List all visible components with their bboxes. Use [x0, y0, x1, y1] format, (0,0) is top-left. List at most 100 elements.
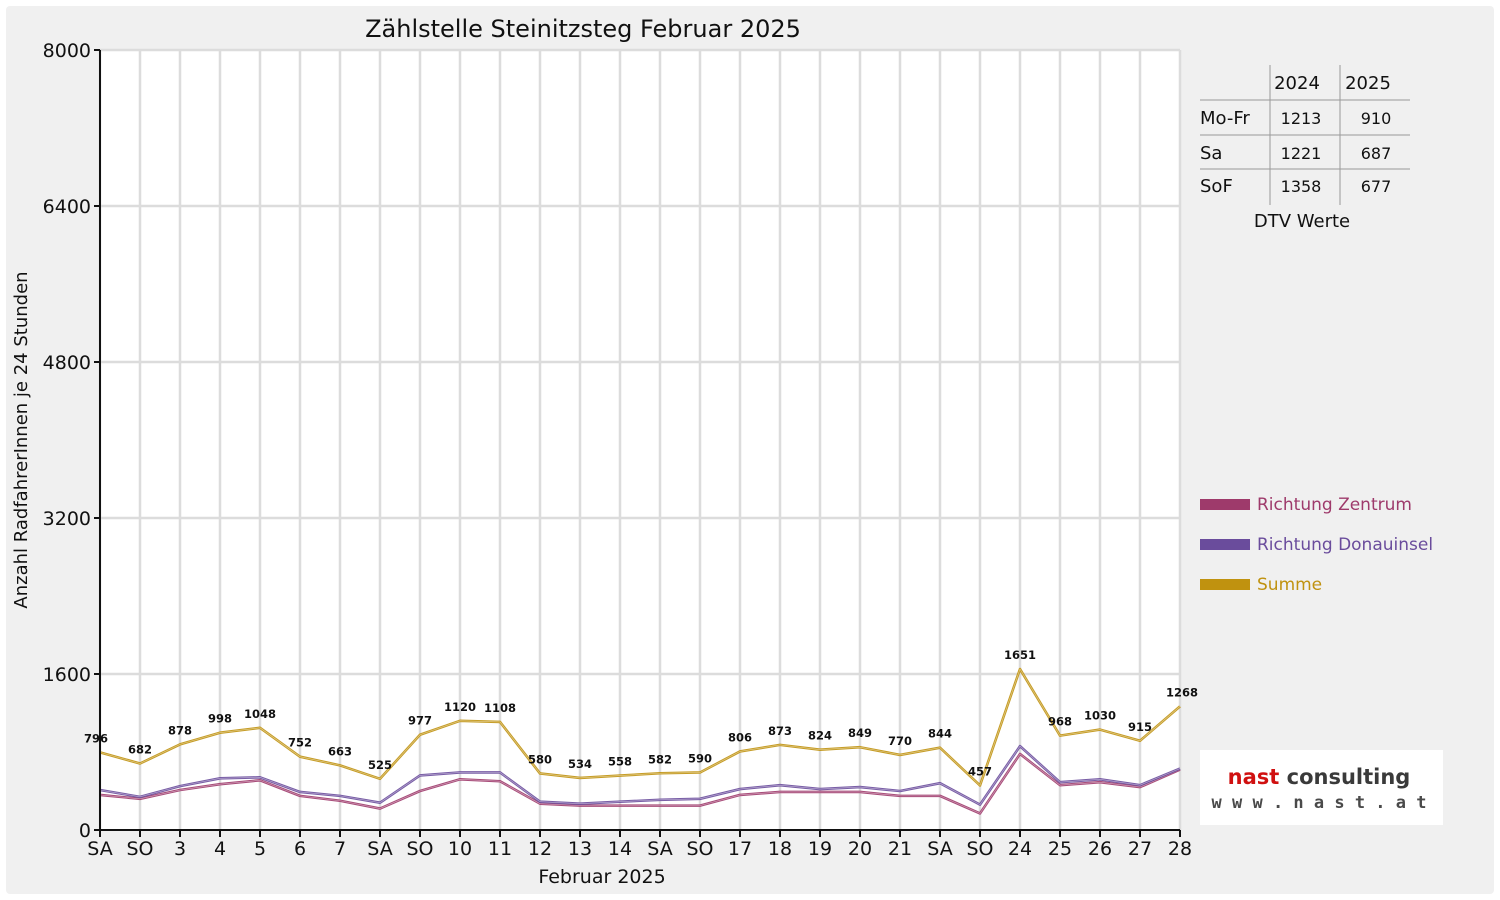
x-tick-label: SO [406, 838, 433, 860]
x-tick-label: 13 [568, 838, 592, 860]
data-label: 824 [808, 729, 832, 743]
data-label: 558 [608, 755, 632, 769]
data-label: 590 [688, 751, 712, 765]
series-highlight-1 [99, 753, 1181, 814]
dtv-cell: 1213 [1281, 109, 1322, 128]
x-tick-label: 25 [1048, 838, 1072, 860]
data-label: 1030 [1084, 709, 1116, 723]
x-tick-label: SO [966, 838, 993, 860]
logo-text-rest: consulting [1279, 765, 1410, 789]
x-tick-label: 20 [848, 838, 872, 860]
legend-label-summe: Summe [1257, 575, 1322, 595]
data-label: 806 [728, 730, 752, 744]
x-tick-label: SA [87, 838, 112, 860]
data-label: 977 [408, 714, 432, 728]
data-label: 1048 [244, 707, 276, 721]
data-label: 1651 [1004, 648, 1036, 662]
x-tick-label: 12 [528, 838, 552, 860]
data-label: 998 [208, 712, 232, 726]
x-tick-label: 5 [254, 838, 266, 860]
legend-swatch-summe [1200, 579, 1250, 590]
y-tick-label: 6400 [43, 196, 91, 218]
logo-background [1200, 750, 1443, 825]
dtv-col-header: 2024 [1274, 73, 1320, 94]
x-tick-label: 11 [488, 838, 512, 860]
dtv-row-label: Sa [1200, 143, 1222, 164]
legend-label-donauinsel: Richtung Donauinsel [1257, 535, 1433, 555]
x-tick-label: 6 [294, 838, 306, 860]
series-layer [99, 667, 1181, 815]
x-tick-label: 28 [1168, 838, 1192, 860]
x-tick-label: 24 [1008, 838, 1032, 860]
dtv-cell: 677 [1361, 177, 1392, 196]
logo-text-accent: nast [1228, 765, 1280, 789]
data-label: 752 [288, 736, 312, 750]
legend-swatch-zentrum [1200, 499, 1250, 510]
data-label: 915 [1128, 720, 1152, 734]
x-tick-label: 27 [1128, 838, 1152, 860]
data-label: 873 [768, 724, 792, 738]
data-label: 1120 [444, 700, 476, 714]
logo-url: w w w . n a s t . a t [1212, 793, 1427, 813]
data-label: 457 [968, 764, 992, 778]
x-tick-label: 4 [214, 838, 226, 860]
x-tick-label: SA [647, 838, 672, 860]
x-tick-label: 18 [768, 838, 792, 860]
x-tick-label: SA [927, 838, 952, 860]
dtv-cell: 687 [1361, 144, 1392, 163]
dtv-row-label: Mo-Fr [1200, 108, 1250, 129]
y-tick-label: 3200 [43, 508, 91, 530]
x-axis-label: Februar 2025 [538, 866, 665, 888]
dtv-cell: 1358 [1281, 177, 1322, 196]
data-label: 770 [888, 734, 912, 748]
legend: Richtung Zentrum Richtung Donauinsel Sum… [1200, 495, 1433, 595]
data-label-layer: 796 682 878 998 1048 752 663 525 977 1120 1108 580 5… [84, 648, 1198, 778]
x-tick-label: 19 [808, 838, 832, 860]
y-tick-label: 4800 [43, 352, 91, 374]
axis-layer: 0 1600 3200 4800 6400 8000 SA SO 3 4 5 6 7 SA SO 10 11 12… [43, 40, 1192, 860]
logo-text: nast consulting [1228, 765, 1411, 789]
x-tick-label: 21 [888, 838, 912, 860]
data-label: 663 [328, 744, 352, 758]
dtv-cell: 1221 [1281, 144, 1322, 163]
x-tick-label: 14 [608, 838, 632, 860]
dtv-cell: 910 [1361, 109, 1392, 128]
data-label: 1108 [484, 701, 516, 715]
dtv-table: 2024 2025 Mo-Fr 1213 910 Sa 1221 687 SoF… [1200, 65, 1410, 232]
y-axis-label: Anzahl RadfahrerInnen je 24 Stunden [11, 271, 32, 608]
nast-logo: nast consulting w w w . n a s t . a t [1200, 750, 1443, 825]
data-label: 844 [928, 727, 952, 741]
chart-title: Zählstelle Steinitzsteg Februar 2025 [365, 15, 801, 43]
dtv-row-label: SoF [1200, 176, 1233, 197]
dtv-caption: DTV Werte [1254, 211, 1350, 232]
x-tick-label: 26 [1088, 838, 1112, 860]
x-tick-label: SO [126, 838, 153, 860]
x-tick-label: 3 [174, 838, 186, 860]
data-label: 796 [84, 731, 108, 745]
data-label: 849 [848, 726, 872, 740]
data-label: 525 [368, 758, 392, 772]
y-tick-label: 0 [79, 820, 91, 842]
x-tick-label: SA [367, 838, 392, 860]
x-tick-label: 10 [448, 838, 472, 860]
legend-swatch-donauinsel [1200, 539, 1250, 550]
data-label: 582 [648, 752, 672, 766]
data-label: 682 [128, 743, 152, 757]
grid-layer [98, 48, 1182, 830]
x-tick-label: 17 [728, 838, 752, 860]
x-tick-label: SO [686, 838, 713, 860]
data-label: 878 [168, 723, 192, 737]
data-label: 534 [568, 757, 592, 771]
series-highlight-3 [99, 668, 1181, 786]
data-label: 580 [528, 752, 552, 766]
legend-label-zentrum: Richtung Zentrum [1257, 495, 1412, 515]
y-tick-label: 8000 [43, 40, 91, 62]
x-tick-label: 7 [334, 838, 346, 860]
data-label: 968 [1048, 715, 1072, 729]
y-tick-label: 1600 [43, 664, 91, 686]
plot-area [100, 50, 1180, 830]
data-label: 1268 [1166, 685, 1198, 699]
series-highlight-2 [99, 745, 1181, 806]
dtv-col-header: 2025 [1345, 73, 1391, 94]
